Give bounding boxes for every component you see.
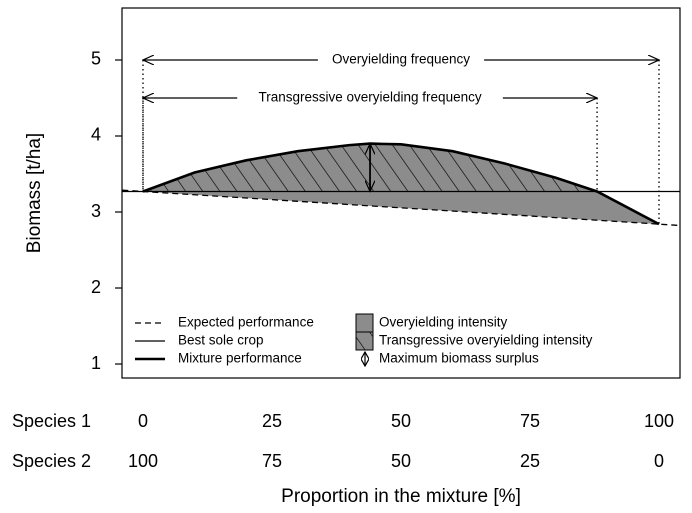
legend-label: Expected performance [178,315,314,330]
x-tick-label: 25 [262,411,282,431]
y-tick-label: 4 [91,125,101,145]
x-row-label: Species 1 [12,411,91,431]
x-tick-label: 100 [644,411,674,431]
x-tick-label: 0 [138,411,148,431]
x-tick-label: 50 [391,451,411,471]
legend-label: Mixture performance [178,351,302,366]
x-tick-label: 75 [520,411,540,431]
legend-label: Transgressive overyielding intensity [379,333,593,348]
annotation-label: Overyielding frequency [332,52,470,67]
series-line [122,189,680,227]
x-row-label: Species 2 [12,451,91,471]
x-tick-label: 50 [391,411,411,431]
plot-frame [121,7,681,379]
annotation-label: Transgressive overyielding frequency [258,90,481,105]
x-tick-label: 100 [128,451,158,471]
y-axis-label: Biomass [t/ha] [24,133,45,253]
y-tick-label: 1 [91,353,101,373]
legend-swatch [355,331,374,351]
y-tick-label: 3 [91,201,101,221]
x-tick-label: 75 [262,451,282,471]
x-tick-label: 25 [520,451,540,471]
y-tick-label: 5 [91,49,101,69]
legend-label: Best sole crop [178,333,264,348]
legend-label: Maximum biomass surplus [379,351,539,366]
legend-swatch [355,313,374,333]
legend-label: Overyielding intensity [379,315,508,330]
x-tick-label: 0 [654,451,664,471]
series-line [142,142,660,226]
y-tick-label: 2 [91,277,101,297]
x-axis-label: Proportion in the mixture [%] [281,486,521,507]
